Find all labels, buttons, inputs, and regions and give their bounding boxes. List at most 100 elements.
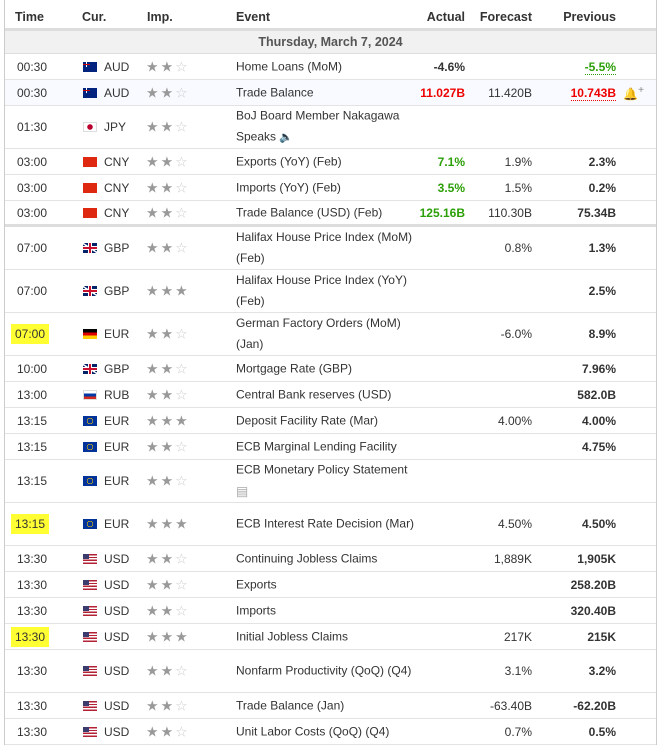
flag-au-icon <box>83 87 97 98</box>
table-row[interactable]: 13:30 USD ★★☆ Imports 320.40B <box>5 598 656 624</box>
event-name[interactable]: BoJ Board Member Nakagawa Speaks 🔈 <box>236 106 416 149</box>
star-filled-icon: ★ <box>160 239 176 256</box>
event-name[interactable]: German Factory Orders (MoM) (Jan) <box>236 313 416 355</box>
table-row[interactable]: 07:00 GBP ★★☆ Halifax House Price Index (Mo… <box>5 227 656 270</box>
event-name[interactable]: Central Bank reserves (USD) <box>236 384 416 405</box>
event-link[interactable]: Trade Balance (USD) (Feb) <box>236 205 383 219</box>
event-name[interactable]: Trade Balance (USD) (Feb) <box>236 202 416 223</box>
table-row[interactable]: 03:00 CNY ★★☆ Imports (YoY) (Feb) 3.5% 1.5% 0.… <box>5 175 656 201</box>
currency-code: AUD <box>104 59 130 74</box>
event-link[interactable]: Halifax House Price Index (YoY) (Feb) <box>236 273 407 308</box>
table-row[interactable]: 03:00 CNY ★★☆ Trade Balance (USD) (Feb) 125.… <box>5 201 656 227</box>
actual-value: -4.6% <box>433 59 465 74</box>
col-forecast: Forecast <box>479 10 532 24</box>
currency-code: RUB <box>104 387 130 402</box>
event-name[interactable]: Deposit Facility Rate (Mar) <box>236 410 416 431</box>
event-name[interactable]: Initial Jobless Claims <box>236 626 416 647</box>
event-name[interactable]: ECB Marginal Lending Facility <box>236 436 416 457</box>
event-link[interactable]: Trade Balance (Jan) <box>236 698 345 712</box>
event-link[interactable]: Exports (YoY) (Feb) <box>236 154 342 168</box>
document-icon[interactable]: ▤ <box>236 483 249 499</box>
table-row[interactable]: 03:00 CNY ★★☆ Exports (YoY) (Feb) 7.1% 1.9% 2.… <box>5 149 656 175</box>
event-link[interactable]: Imports <box>236 603 277 617</box>
event-name[interactable]: ECB Monetary Policy Statement ▤ <box>236 460 416 503</box>
previous-value: 8.9% <box>589 327 616 341</box>
table-row[interactable]: 13:30 USD ★★☆ Exports 258.20B <box>5 572 656 598</box>
previous-text: 4.00% <box>581 413 616 428</box>
importance-stars: ★★☆ <box>146 326 190 343</box>
star-empty-icon: ☆ <box>175 576 190 592</box>
table-row[interactable]: 13:00 RUB ★★☆ Central Bank reserves (USD) 58… <box>5 382 656 408</box>
previous-value: -5.5% <box>584 59 616 75</box>
event-time: 00:30 <box>17 59 48 74</box>
event-link[interactable]: Trade Balance <box>236 85 314 99</box>
star-filled-icon: ★ <box>146 697 161 713</box>
table-row[interactable]: 13:15 EUR ★★☆ ECB Monetary Policy Statement… <box>5 460 656 503</box>
event-name[interactable]: Exports <box>236 574 416 595</box>
flag-us-icon <box>83 553 97 564</box>
previous-text: 215K <box>587 629 616 644</box>
table-row[interactable]: 00:30 AUD ★★☆ Trade Balance 11.027B 11.420B 10… <box>5 80 656 106</box>
event-link[interactable]: Deposit Facility Rate (Mar) <box>236 413 379 427</box>
event-link[interactable]: Central Bank reserves (USD) <box>236 387 392 401</box>
event-link[interactable]: ECB Interest Rate Decision (Mar) <box>236 516 415 531</box>
event-link[interactable]: Unit Labor Costs (QoQ) (Q4) <box>236 724 390 738</box>
table-row[interactable]: 13:15 EUR ★★★ ECB Interest Rate Decision (M… <box>5 503 656 546</box>
previous-text: 258.20B <box>570 577 616 592</box>
star-filled-icon: ★ <box>160 438 176 454</box>
event-name[interactable]: Continuing Jobless Claims <box>236 548 416 569</box>
star-filled-icon: ★ <box>160 153 176 169</box>
event-link[interactable]: Continuing Jobless Claims <box>236 551 378 565</box>
event-name[interactable]: ECB Interest Rate Decision (Mar) <box>236 514 416 535</box>
event-name[interactable]: Home Loans (MoM) <box>236 56 416 77</box>
table-row[interactable]: 01:30 JPY ★★☆ BoJ Board Member Nakagawa Spe… <box>5 106 656 149</box>
table-row[interactable]: 07:00 EUR ★★☆ German Factory Orders (MoM) (… <box>5 313 656 356</box>
table-row[interactable]: 13:30 USD ★★★ Initial Jobless Claims 217K 215… <box>5 624 656 650</box>
star-filled-icon: ★ <box>160 179 176 195</box>
event-link[interactable]: Halifax House Price Index (MoM) (Feb) <box>236 230 413 265</box>
event-link[interactable]: Imports (YoY) (Feb) <box>236 180 341 194</box>
table-header: Time Cur. Imp. Event Actual Forecast Pre… <box>5 0 656 31</box>
previous-value: 3.2% <box>589 664 616 678</box>
event-name[interactable]: Nonfarm Productivity (QoQ) (Q4) <box>236 661 416 682</box>
table-row[interactable]: 13:15 EUR ★★★ Deposit Facility Rate (Mar) 4.… <box>5 408 656 434</box>
event-link[interactable]: Initial Jobless Claims <box>236 629 349 643</box>
event-link[interactable]: Home Loans (MoM) <box>236 59 343 73</box>
table-row[interactable]: 13:15 EUR ★★☆ ECB Marginal Lending Facility… <box>5 434 656 460</box>
previous-text: 320.40B <box>570 603 616 618</box>
event-link[interactable]: ECB Marginal Lending Facility <box>236 439 397 453</box>
actual-value: 125.16B <box>419 205 465 220</box>
table-row[interactable]: 13:30 USD ★★☆ Trade Balance (Jan) -63.40B -62… <box>5 693 656 719</box>
event-link[interactable]: Nonfarm Productivity (QoQ) (Q4) <box>236 663 412 678</box>
table-row[interactable]: 13:30 USD ★★☆ Continuing Jobless Claims 1,88… <box>5 546 656 572</box>
event-name[interactable]: Mortgage Rate (GBP) <box>236 358 416 379</box>
table-row[interactable]: 13:30 USD ★★☆ Unit Labor Costs (QoQ) (Q4) 0.… <box>5 719 656 745</box>
event-link[interactable]: ECB Monetary Policy Statement <box>236 462 408 477</box>
event-name[interactable]: Halifax House Price Index (MoM) (Feb) <box>236 227 416 269</box>
event-link[interactable]: Exports <box>236 577 277 591</box>
event-name[interactable]: Trade Balance (Jan) <box>236 695 416 716</box>
previous-value: 2.5% <box>589 284 616 298</box>
star-filled-icon: ★ <box>160 697 176 713</box>
speaker-icon[interactable]: 🔈 <box>279 131 294 144</box>
event-name[interactable]: Unit Labor Costs (QoQ) (Q4) <box>236 721 416 742</box>
previous-text: 1,905K <box>577 551 616 566</box>
currency-code: USD <box>104 724 130 739</box>
event-link[interactable]: Mortgage Rate (GBP) <box>236 361 353 375</box>
table-row[interactable]: 00:30 AUD ★★☆ Home Loans (MoM) -4.6% -5.5% <box>5 54 656 80</box>
event-name[interactable]: Halifax House Price Index (YoY) (Feb) <box>236 270 416 312</box>
event-name[interactable]: Imports (YoY) (Feb) <box>236 177 416 198</box>
event-name[interactable]: Imports <box>236 600 416 621</box>
table-row[interactable]: 07:00 GBP ★★★ Halifax House Price Index (Yo… <box>5 270 656 313</box>
table-row[interactable]: 13:30 USD ★★☆ Nonfarm Productivity (QoQ) (Q… <box>5 650 656 693</box>
event-time: 13:30 <box>17 664 48 678</box>
event-name[interactable]: Exports (YoY) (Feb) <box>236 151 416 172</box>
add-alert-bell-icon[interactable]: 🔔+ <box>623 84 644 101</box>
event-name[interactable]: Trade Balance <box>236 82 416 103</box>
star-empty-icon: ☆ <box>175 472 190 489</box>
table-row[interactable]: 10:00 GBP ★★☆ Mortgage Rate (GBP) 7.96% <box>5 356 656 382</box>
event-link[interactable]: German Factory Orders (MoM) (Jan) <box>236 316 401 351</box>
currency-code: USD <box>104 629 130 644</box>
event-time: 10:00 <box>17 361 48 376</box>
event-link[interactable]: BoJ Board Member Nakagawa Speaks <box>236 108 400 144</box>
